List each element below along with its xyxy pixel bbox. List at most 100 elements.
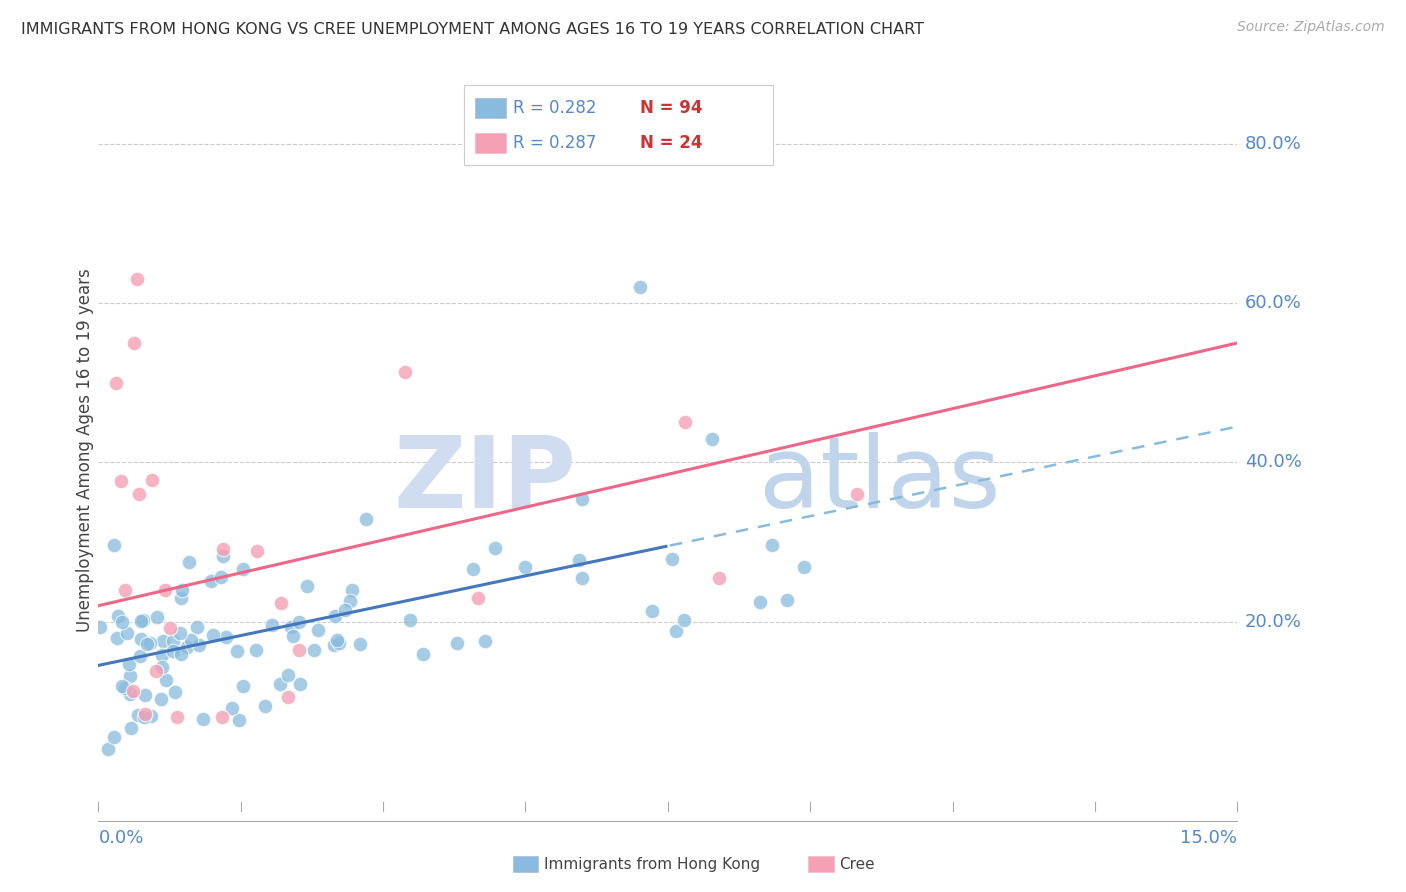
Point [761, 539, 783, 553]
Point [394, 365, 416, 379]
Point [165, 684, 187, 698]
Point [484, 541, 506, 555]
Point [673, 416, 696, 430]
Text: 20.0%: 20.0% [1244, 613, 1302, 631]
Point [107, 609, 129, 624]
Point [707, 571, 730, 585]
Point [150, 648, 173, 663]
Text: 60.0%: 60.0% [1244, 294, 1302, 312]
Point [202, 628, 225, 642]
Point [121, 721, 143, 735]
Point [146, 609, 169, 624]
Point [349, 637, 371, 651]
Point [114, 582, 136, 597]
Point [180, 632, 202, 647]
Point [139, 709, 162, 723]
Point [209, 570, 232, 584]
Point [211, 549, 233, 563]
Point [700, 432, 723, 446]
Text: ZIP: ZIP [394, 432, 576, 529]
Point [111, 679, 134, 693]
Text: R = 0.282: R = 0.282 [513, 99, 596, 117]
Point [467, 591, 489, 605]
Point [232, 561, 254, 575]
Point [339, 594, 361, 608]
Point [228, 713, 250, 727]
Text: IMMIGRANTS FROM HONG KONG VS CREE UNEMPLOYMENT AMONG AGES 16 TO 19 YEARS CORRELA: IMMIGRANTS FROM HONG KONG VS CREE UNEMPL… [21, 22, 924, 37]
Point [103, 730, 125, 744]
Point [162, 644, 184, 658]
Point [152, 634, 174, 648]
Point [105, 376, 128, 390]
Point [128, 648, 150, 663]
Point [221, 700, 243, 714]
Point [139, 636, 162, 650]
Point [307, 623, 329, 637]
Point [122, 683, 145, 698]
Point [845, 487, 868, 501]
Point [129, 615, 152, 629]
Point [155, 673, 177, 687]
Point [134, 689, 156, 703]
Text: 80.0%: 80.0% [1244, 135, 1302, 153]
Point [399, 613, 422, 627]
Point [628, 280, 651, 294]
Point [153, 583, 176, 598]
Text: N = 24: N = 24 [640, 134, 702, 152]
Point [132, 613, 155, 627]
Point [665, 624, 688, 639]
Point [302, 643, 325, 657]
Point [793, 560, 815, 574]
Point [186, 620, 208, 634]
Point [162, 634, 184, 648]
Point [132, 710, 155, 724]
Point [166, 710, 188, 724]
Point [225, 644, 247, 658]
Point [254, 699, 277, 714]
Point [245, 643, 267, 657]
Point [145, 664, 167, 678]
Point [120, 669, 142, 683]
Point [122, 336, 145, 351]
Point [200, 574, 222, 588]
Point [232, 679, 254, 693]
Point [135, 637, 157, 651]
Point [269, 677, 291, 691]
Point [281, 629, 304, 643]
Point [290, 677, 312, 691]
Point [150, 659, 173, 673]
Point [125, 272, 148, 286]
Point [131, 632, 153, 647]
Point [110, 475, 132, 489]
Text: Immigrants from Hong Kong: Immigrants from Hong Kong [544, 857, 761, 871]
Point [672, 613, 695, 627]
Point [340, 582, 363, 597]
Point [105, 631, 128, 645]
Point [571, 491, 593, 506]
Point [474, 633, 496, 648]
Point [335, 603, 357, 617]
Point [641, 604, 664, 618]
Point [103, 538, 125, 552]
Text: Source: ZipAtlas.com: Source: ZipAtlas.com [1237, 20, 1385, 34]
Point [280, 620, 302, 634]
Point [270, 596, 292, 610]
Point [328, 636, 350, 650]
Text: R = 0.287: R = 0.287 [513, 134, 596, 152]
Point [111, 615, 134, 630]
Point [115, 626, 138, 640]
Point [179, 555, 201, 569]
Text: Unemployment Among Ages 16 to 19 years: Unemployment Among Ages 16 to 19 years [76, 268, 94, 632]
Point [215, 630, 238, 644]
Point [134, 707, 156, 722]
Point [446, 636, 468, 650]
Point [169, 625, 191, 640]
Point [150, 692, 173, 706]
Point [176, 640, 198, 654]
Point [776, 592, 799, 607]
Point [169, 591, 191, 605]
Point [262, 618, 284, 632]
Point [288, 643, 311, 657]
Point [212, 542, 235, 557]
Point [287, 615, 309, 629]
